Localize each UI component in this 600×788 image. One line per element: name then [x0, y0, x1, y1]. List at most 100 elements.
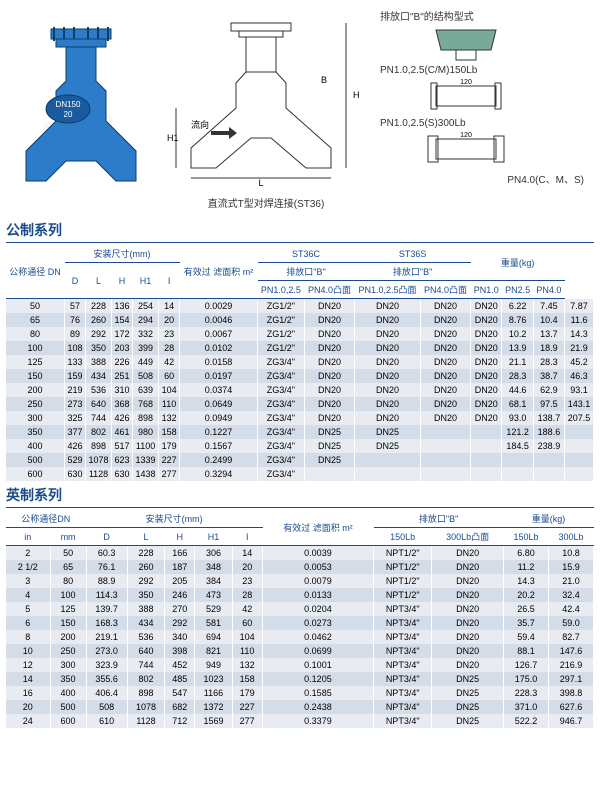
- table-row: 3503778024619801580.1227ZG3/4"DN25DN2512…: [6, 425, 594, 439]
- table-cell: 6.22: [502, 299, 533, 314]
- table-cell: 24: [6, 714, 50, 728]
- table-cell: 100: [50, 588, 86, 602]
- th-drainB2: 排放口"B": [374, 510, 504, 528]
- table-cell: 175.0: [504, 672, 549, 686]
- table-cell: 57: [65, 299, 86, 314]
- table-cell: DN20: [471, 299, 502, 314]
- table-cell: DN20: [355, 355, 421, 369]
- table-cell: 398.8: [549, 686, 594, 700]
- table-cell: 350: [85, 341, 111, 355]
- table-cell: 104: [159, 383, 180, 397]
- table-cell: 1166: [195, 686, 232, 700]
- table-cell: 600: [50, 714, 86, 728]
- table-cell: DN20: [420, 355, 470, 369]
- table-cell: DN20: [355, 313, 421, 327]
- table-cell: 200: [6, 383, 65, 397]
- table-row: 8200219.15363406941040.0462NPT3/4"DN2059…: [6, 630, 594, 644]
- table-cell: 1078: [127, 700, 164, 714]
- table-cell: ZG3/4": [257, 383, 304, 397]
- table-cell: 216.9: [549, 658, 594, 672]
- table-cell: 1128: [85, 467, 111, 481]
- svg-text:B: B: [321, 75, 327, 85]
- table-cell: 340: [165, 630, 195, 644]
- table-cell: [355, 467, 421, 481]
- table-cell: ZG1/2": [257, 299, 304, 314]
- table-cell: 166: [165, 546, 195, 561]
- table-cell: 227: [232, 700, 262, 714]
- table-cell: 150: [50, 616, 86, 630]
- table-cell: NPT3/4": [374, 700, 432, 714]
- table-cell: 11.6: [565, 313, 594, 327]
- table-cell: [420, 439, 470, 453]
- table-cell: 100: [6, 341, 65, 355]
- table-cell: 238.9: [533, 439, 564, 453]
- table-cell: 68.1: [502, 397, 533, 411]
- table-cell: 14.3: [504, 574, 549, 588]
- table-cell: 310: [112, 383, 133, 397]
- table-row: 20500508107868213722270.2438NPT3/4"DN253…: [6, 700, 594, 714]
- table-cell: ZG1/2": [257, 313, 304, 327]
- table-cell: 0.1567: [180, 439, 258, 453]
- table-row: 10250273.06403988211100.0699NPT3/4"DN208…: [6, 644, 594, 658]
- table-row: 5125139.7388270529420.0204NPT3/4"DN2026.…: [6, 602, 594, 616]
- table-cell: DN20: [420, 369, 470, 383]
- table-cell: 88.1: [504, 644, 549, 658]
- table-cell: 0.3294: [180, 467, 258, 481]
- table-cell: 65: [6, 313, 65, 327]
- table-cell: 46.3: [565, 369, 594, 383]
- table-cell: 348: [195, 560, 232, 574]
- table-cell: 350: [127, 588, 164, 602]
- drain-structure-diagrams: 排放口"B"的结构型式 PN1.0,2.5(C/M)150Lb 120 PN1.…: [376, 6, 594, 216]
- table-cell: 108: [65, 341, 86, 355]
- table-cell: 277: [159, 467, 180, 481]
- table-cell: 529: [195, 602, 232, 616]
- table-cell: DN20: [432, 560, 504, 574]
- table-cell: 508: [132, 369, 158, 383]
- svg-text:H: H: [353, 90, 360, 100]
- table-cell: ZG3/4": [257, 439, 304, 453]
- table-cell: 226: [112, 355, 133, 369]
- table-cell: 14.3: [565, 327, 594, 341]
- table-cell: 522.2: [504, 714, 549, 728]
- table-cell: 50: [6, 299, 65, 314]
- valve-size-text: 20: [64, 110, 73, 119]
- table-cell: 60: [232, 616, 262, 630]
- table-cell: ZG3/4": [257, 453, 304, 467]
- table-cell: 158: [159, 425, 180, 439]
- table-cell: DN20: [420, 299, 470, 314]
- table-cell: 14: [232, 546, 262, 561]
- table-cell: 187: [165, 560, 195, 574]
- table-cell: 82.7: [549, 630, 594, 644]
- table-cell: 508: [86, 700, 127, 714]
- table-cell: NPT1/2": [374, 546, 432, 561]
- table-cell: 93.0: [502, 411, 533, 425]
- table-cell: 3: [6, 574, 50, 588]
- svg-text:L: L: [258, 178, 263, 188]
- table-cell: [533, 467, 564, 481]
- table-cell: 18.9: [533, 341, 564, 355]
- table-cell: ZG3/4": [257, 397, 304, 411]
- table-cell: 946.7: [549, 714, 594, 728]
- table-cell: 6: [6, 616, 50, 630]
- table-cell: 23: [232, 574, 262, 588]
- table-cell: 250: [50, 644, 86, 658]
- table-row: 3003257444268981320.0949ZG3/4"DN20DN20DN…: [6, 411, 594, 425]
- table-cell: ZG3/4": [257, 425, 304, 439]
- table-cell: 62.9: [533, 383, 564, 397]
- table-cell: 627.6: [549, 700, 594, 714]
- table-cell: 398: [165, 644, 195, 658]
- table-cell: DN20: [355, 383, 421, 397]
- table-cell: 136: [112, 299, 133, 314]
- table-cell: DN20: [304, 383, 354, 397]
- imperial-table: 公称通径DN 安装尺寸(mm) 有效过 滤面积 m² 排放口"B" 重量(kg)…: [6, 510, 594, 728]
- table-cell: 114.3: [86, 588, 127, 602]
- table-cell: NPT3/4": [374, 672, 432, 686]
- table-cell: 1100: [132, 439, 158, 453]
- table-cell: 121.2: [502, 425, 533, 439]
- table-cell: 158: [232, 672, 262, 686]
- table-cell: 980: [132, 425, 158, 439]
- table-cell: DN25: [304, 453, 354, 467]
- table-cell: 10.8: [549, 546, 594, 561]
- table-cell: DN25: [432, 672, 504, 686]
- table-cell: 45.2: [565, 355, 594, 369]
